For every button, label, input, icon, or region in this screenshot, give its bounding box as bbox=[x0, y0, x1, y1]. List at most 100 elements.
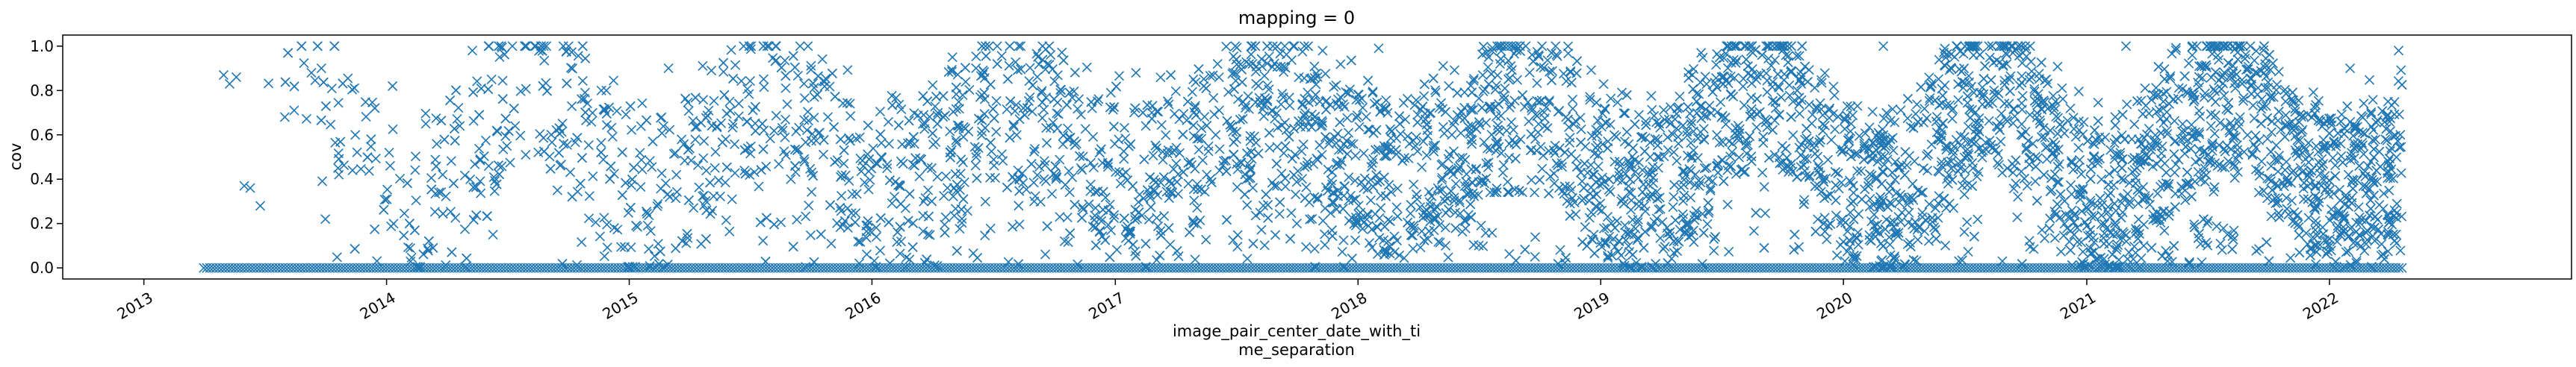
data-point bbox=[842, 65, 853, 75]
data-point bbox=[1394, 250, 1405, 260]
data-point bbox=[943, 66, 954, 78]
data-point bbox=[1114, 71, 1125, 81]
data-point bbox=[2025, 242, 2035, 252]
data-point bbox=[1601, 222, 1613, 233]
data-point bbox=[1658, 244, 1669, 254]
data-point bbox=[698, 136, 710, 146]
data-point bbox=[780, 132, 790, 142]
data-point bbox=[1709, 245, 1719, 256]
data-point bbox=[472, 76, 482, 87]
data-point bbox=[662, 189, 673, 199]
data-point bbox=[546, 129, 556, 140]
data-point bbox=[2039, 233, 2050, 243]
data-point bbox=[1483, 162, 1493, 172]
data-point bbox=[792, 70, 803, 81]
data-point bbox=[1902, 93, 1913, 104]
data-point bbox=[1412, 146, 1423, 157]
data-point bbox=[2256, 156, 2267, 166]
data-point bbox=[1363, 125, 1374, 135]
data-point bbox=[360, 97, 371, 107]
data-point bbox=[837, 170, 847, 181]
data-point bbox=[1506, 117, 1517, 128]
data-point bbox=[1538, 150, 1548, 161]
data-point bbox=[1267, 178, 1277, 188]
data-point bbox=[1073, 94, 1084, 104]
data-point bbox=[1539, 113, 1550, 124]
data-point bbox=[2228, 133, 2239, 143]
data-point bbox=[1804, 172, 1815, 183]
data-point bbox=[1208, 92, 1219, 103]
data-point bbox=[2165, 71, 2176, 81]
data-point bbox=[1173, 189, 1183, 199]
data-point bbox=[846, 208, 857, 219]
data-point bbox=[1911, 109, 1921, 119]
data-point bbox=[2116, 174, 2126, 184]
data-point bbox=[945, 152, 955, 163]
data-point bbox=[2130, 248, 2141, 258]
data-point bbox=[2076, 169, 2087, 179]
data-point bbox=[1923, 236, 1934, 246]
data-point bbox=[1799, 166, 1810, 176]
data-point bbox=[1306, 122, 1317, 133]
data-point bbox=[749, 167, 760, 178]
data-point bbox=[1011, 130, 1022, 140]
data-point bbox=[541, 86, 553, 96]
data-point bbox=[939, 191, 949, 201]
data-point bbox=[608, 75, 619, 86]
data-point bbox=[1864, 201, 1875, 212]
data-point bbox=[584, 191, 595, 201]
data-point bbox=[698, 60, 708, 71]
data-point bbox=[1218, 156, 1229, 166]
data-point bbox=[1948, 203, 1959, 213]
data-point bbox=[366, 134, 376, 145]
data-point bbox=[1754, 107, 1765, 117]
data-point bbox=[657, 168, 667, 178]
data-point bbox=[2397, 211, 2407, 222]
data-point bbox=[2125, 196, 2135, 207]
data-point bbox=[1662, 222, 1672, 233]
data-point bbox=[1571, 209, 1581, 219]
data-point bbox=[2026, 57, 2036, 67]
data-point bbox=[1842, 101, 1852, 111]
data-point bbox=[1631, 257, 1642, 269]
data-point bbox=[2228, 60, 2238, 71]
data-point bbox=[372, 256, 382, 266]
data-point bbox=[1762, 87, 1772, 98]
data-point bbox=[1686, 116, 1697, 126]
data-point bbox=[745, 44, 756, 54]
data-point bbox=[625, 101, 636, 111]
data-point bbox=[1426, 107, 1436, 118]
data-point bbox=[2279, 165, 2291, 175]
data-point bbox=[827, 68, 837, 78]
data-point bbox=[698, 95, 709, 105]
data-point bbox=[1386, 186, 1397, 197]
data-point bbox=[1763, 41, 1774, 51]
data-point bbox=[1822, 154, 1834, 165]
data-point bbox=[2070, 131, 2081, 142]
data-point bbox=[521, 84, 531, 94]
data-point bbox=[2170, 159, 2181, 169]
data-point bbox=[1716, 97, 1726, 107]
data-point bbox=[709, 95, 719, 106]
data-point bbox=[1152, 221, 1164, 232]
data-point bbox=[1627, 249, 1638, 260]
data-point bbox=[1878, 166, 1888, 177]
data-point bbox=[2017, 90, 2028, 101]
data-point bbox=[730, 168, 740, 178]
data-point bbox=[671, 169, 682, 180]
data-point bbox=[1286, 207, 1297, 219]
data-point bbox=[1997, 256, 2008, 266]
data-point bbox=[1905, 122, 1916, 132]
data-point bbox=[1697, 259, 1707, 269]
data-point bbox=[590, 217, 601, 228]
data-point bbox=[1495, 110, 1506, 121]
data-point bbox=[1564, 137, 1575, 148]
data-point bbox=[1899, 262, 1909, 272]
data-point bbox=[2263, 77, 2274, 87]
data-point bbox=[1303, 87, 1313, 98]
data-point bbox=[2347, 175, 2358, 185]
data-point bbox=[1852, 233, 1862, 244]
data-point bbox=[2206, 72, 2217, 83]
data-point bbox=[1286, 55, 1297, 66]
data-point bbox=[1108, 213, 1120, 224]
